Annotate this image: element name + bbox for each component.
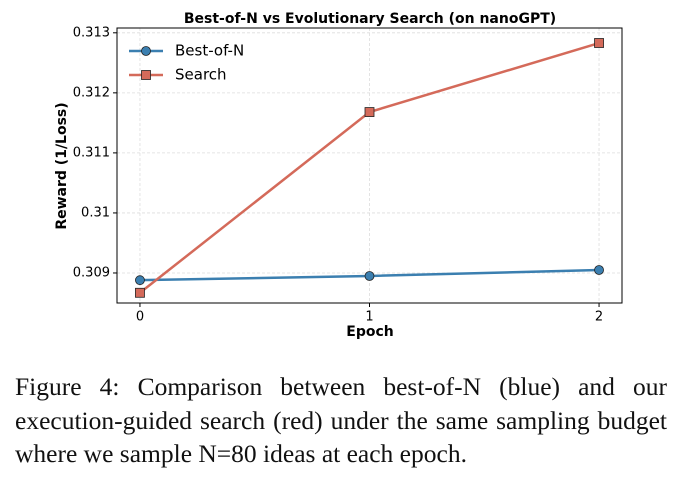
y-axis-label: Reward (1/Loss)	[54, 102, 70, 229]
legend-marker	[141, 70, 151, 80]
x-tick-label: 1	[365, 310, 373, 325]
chart-title: Best-of-N vs Evolutionary Search (on nan…	[184, 11, 556, 27]
y-tick-label: 0.312	[73, 85, 110, 100]
y-tick-label: 0.309	[73, 265, 110, 280]
marker	[594, 38, 604, 48]
legend-label: Search	[175, 66, 227, 84]
x-axis-label: Epoch	[346, 324, 393, 340]
marker	[364, 107, 375, 117]
chart: Best-of-N vs Evolutionary Search (on nan…	[54, 11, 623, 340]
x-tick-label: 0	[136, 310, 144, 325]
y-tick-label: 0.311	[73, 145, 110, 160]
y-tick-label: 0.31	[81, 205, 110, 220]
marker	[364, 271, 375, 281]
legend-marker	[141, 46, 151, 56]
plot-frame	[116, 27, 623, 304]
y-tick-label: 0.313	[73, 25, 110, 40]
marker	[594, 265, 604, 275]
marker	[135, 287, 145, 298]
marker	[135, 275, 145, 286]
x-tick-label: 2	[595, 310, 603, 325]
caption: Figure 4: Comparison between best-of-N (…	[15, 372, 667, 468]
legend-label: Best-of-N	[175, 42, 244, 60]
